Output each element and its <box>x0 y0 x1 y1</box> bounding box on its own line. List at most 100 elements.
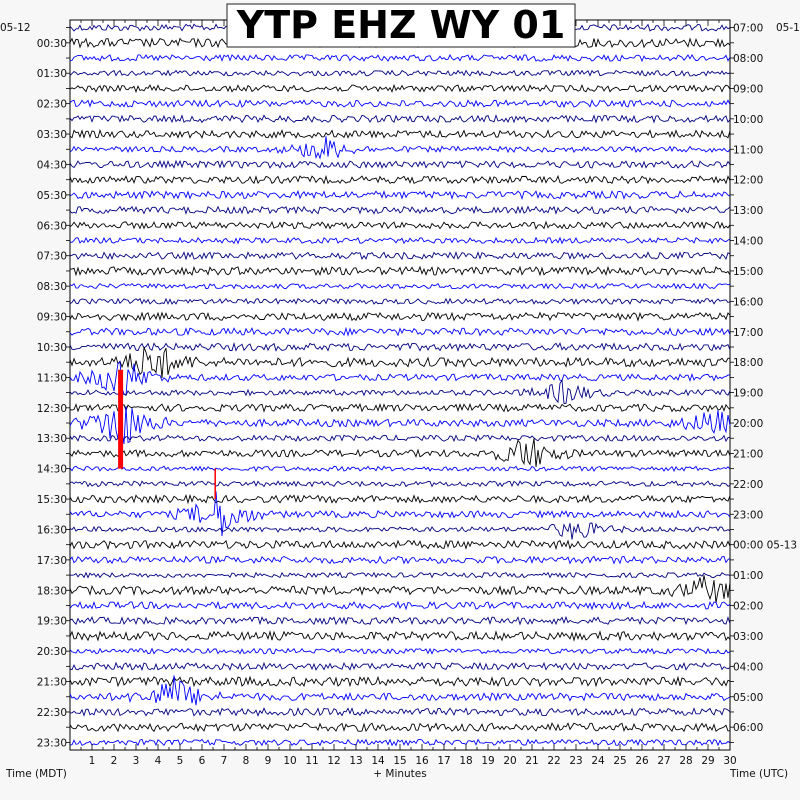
trace-row-36 <box>69 571 731 579</box>
left-time-label: 04:30 <box>37 159 67 171</box>
right-time-label: 04:00 <box>733 661 763 673</box>
left-time-label: 06:30 <box>37 220 67 232</box>
x-tick-label: 8 <box>243 755 250 767</box>
right-time-label: 19:00 <box>733 388 763 400</box>
x-tick-label: 22 <box>547 755 560 767</box>
x-tick-label: 18 <box>459 755 472 767</box>
x-tick-label: 7 <box>221 755 228 767</box>
x-tick-label: 2 <box>111 755 118 767</box>
trace-row-33 <box>69 522 731 540</box>
trace-row-9 <box>69 159 731 170</box>
trace-row-24 <box>69 379 731 404</box>
right-time-label: 03:00 <box>733 631 763 643</box>
right-time-label: 10:00 <box>733 114 763 126</box>
x-tick-label: 28 <box>679 755 692 767</box>
right-time-label: 21:00 <box>733 448 763 460</box>
trace-row-27 <box>69 434 731 443</box>
x-tick-label: 1 <box>89 755 96 767</box>
trace-row-31 <box>69 493 731 505</box>
x-tick-label: 9 <box>265 755 272 767</box>
left-time-label: 02:30 <box>37 99 67 111</box>
trace-row-2 <box>69 53 731 63</box>
left-time-label: 10:30 <box>37 342 67 354</box>
left-time-label: 08:30 <box>37 281 67 293</box>
trace-row-14 <box>69 236 731 245</box>
x-tick-label: 14 <box>371 755 385 767</box>
right-time-label: 08:00 <box>733 53 763 65</box>
trace-row-13 <box>69 220 731 230</box>
left-time-label: 07:30 <box>37 251 67 263</box>
left-time-label: 13:30 <box>37 433 67 445</box>
right-time-label: 07:00 <box>733 23 763 35</box>
left-time-label: 17:30 <box>37 555 67 567</box>
date-right-label: 05-1 <box>776 22 800 34</box>
x-tick-label: 24 <box>591 755 605 767</box>
x-tick-label: 11 <box>305 755 318 767</box>
left-time-label: 09:30 <box>37 312 67 324</box>
right-time-label: 22:00 <box>733 479 763 491</box>
chart-title: YTP EHZ WY 01 <box>236 3 566 47</box>
right-time-label: 02:00 <box>733 601 763 613</box>
trace-row-23 <box>69 361 731 397</box>
left-axis-label: Time (MDT) <box>5 768 67 780</box>
left-time-label: 20:30 <box>37 646 67 658</box>
x-tick-label: 12 <box>327 755 340 767</box>
trace-row-11 <box>69 189 731 201</box>
trace-row-5 <box>69 99 731 109</box>
x-tick-label: 3 <box>133 755 140 767</box>
trace-row-17 <box>69 282 731 290</box>
trace-row-46 <box>69 722 731 733</box>
left-time-label: 05:30 <box>37 190 67 202</box>
x-tick-label: 21 <box>525 755 538 767</box>
trace-row-12 <box>69 205 731 215</box>
trace-row-39 <box>69 615 731 626</box>
x-tick-label: 17 <box>437 755 450 767</box>
trace-row-8 <box>69 136 731 160</box>
trace-row-32 <box>69 491 731 537</box>
left-time-label: 01:30 <box>37 68 67 80</box>
x-tick-label: 20 <box>503 755 516 767</box>
trace-row-42 <box>69 661 731 672</box>
x-tick-label: 25 <box>613 755 626 767</box>
left-time-label: 19:30 <box>37 616 67 628</box>
trace-row-21 <box>69 341 731 353</box>
x-tick-label: 15 <box>393 755 406 767</box>
trace-row-43 <box>69 675 731 688</box>
trace-row-16 <box>69 265 731 277</box>
x-tick-label: 26 <box>635 755 649 767</box>
trace-row-45 <box>70 706 731 717</box>
left-time-label: 22:30 <box>37 707 67 719</box>
x-tick-label: 6 <box>199 755 206 767</box>
trace-row-18 <box>69 297 731 305</box>
left-time-label: 11:30 <box>37 372 67 384</box>
x-tick-label: 5 <box>177 755 184 767</box>
trace-row-40 <box>69 630 731 642</box>
right-axis-label: Time (UTC) <box>729 768 788 780</box>
x-axis-label: + Minutes <box>373 768 426 780</box>
right-time-label: 05:00 <box>733 692 763 704</box>
date-left-label: 05-12 <box>0 22 31 34</box>
x-tick-label: 4 <box>155 755 162 767</box>
trace-row-20 <box>69 326 731 337</box>
right-time-label: 06:00 <box>733 722 763 734</box>
trace-row-4 <box>69 83 731 94</box>
trace-row-44 <box>69 675 731 706</box>
left-time-label: 00:30 <box>37 38 67 50</box>
trace-row-3 <box>69 69 731 77</box>
trace-row-41 <box>69 647 731 655</box>
trace-row-35 <box>69 555 731 565</box>
left-time-label: 03:30 <box>37 129 67 141</box>
trace-row-38 <box>69 600 731 611</box>
x-tick-label: 16 <box>415 755 429 767</box>
title-box: YTP EHZ WY 01 <box>226 3 576 48</box>
trace-row-29 <box>69 465 731 473</box>
right-time-label: 14:00 <box>733 236 763 248</box>
trace-row-7 <box>69 128 731 140</box>
trace-row-6 <box>69 114 731 124</box>
left-time-label: 14:30 <box>37 464 67 476</box>
x-tick-label: 27 <box>657 755 670 767</box>
right-time-label: 01:00 <box>733 570 763 582</box>
right-time-label: 11:00 <box>733 144 763 156</box>
right-time-label: 20:00 <box>733 418 763 430</box>
